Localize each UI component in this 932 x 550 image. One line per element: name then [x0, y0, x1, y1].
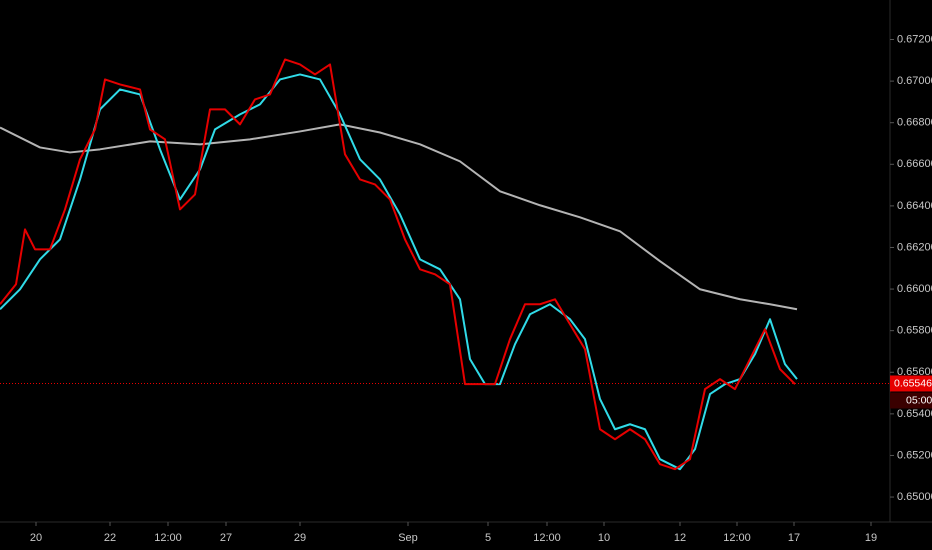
x-tick-label: 19	[865, 532, 877, 544]
line-series	[0, 123, 798, 311]
countdown-tag	[890, 392, 932, 409]
x-tick-label: 10	[598, 532, 610, 544]
x-tick-label: 20	[30, 532, 42, 544]
x-tick-label: 22	[104, 532, 116, 544]
y-tick-label: 0.67200	[897, 33, 932, 45]
x-tick-label: 17	[788, 532, 800, 544]
x-tick-label: Sep	[398, 532, 418, 544]
countdown-label: 05:00	[906, 394, 932, 406]
x-tick-label: 5	[485, 532, 491, 544]
x-tick-label: 12:00	[533, 532, 561, 544]
x-tick-label: 27	[220, 532, 232, 544]
last-price-tag	[890, 375, 932, 392]
x-tick-label: 29	[294, 532, 306, 544]
x-tick-label: 12:00	[154, 532, 182, 544]
x-tick-label: 12	[674, 532, 686, 544]
line-series	[0, 58, 796, 471]
x-tick-label: 12:00	[723, 532, 751, 544]
last-price-label: 0.65546	[894, 377, 932, 389]
